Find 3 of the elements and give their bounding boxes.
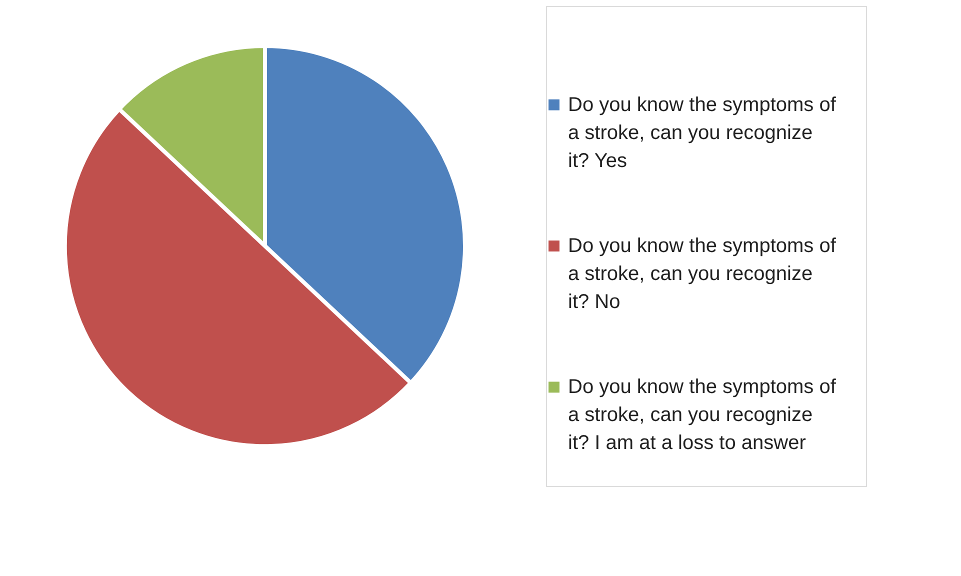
legend-label: Do you know the symptoms of a stroke, can you recognize it? I am at a loss to answer [568,376,836,454]
legend-label: Do you know the symptoms of a stroke, can you recognize it? Yes [568,94,836,172]
legend-label: Do you know the symptoms of a stroke, can you recognize it? No [568,235,836,313]
